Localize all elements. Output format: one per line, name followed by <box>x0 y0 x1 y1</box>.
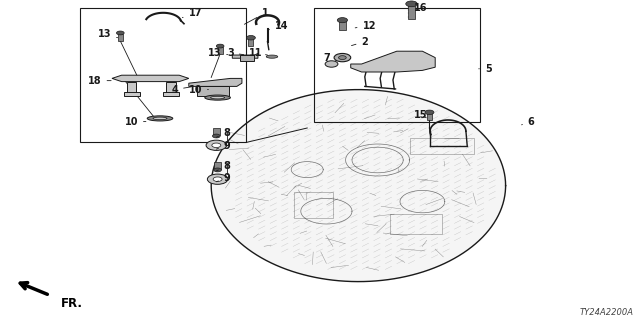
Bar <box>408 5 415 19</box>
Text: 13: 13 <box>207 48 228 58</box>
Text: 13: 13 <box>97 29 118 39</box>
Text: 11: 11 <box>249 48 268 58</box>
Bar <box>80 8 246 142</box>
Bar <box>427 113 432 120</box>
Bar <box>294 192 333 218</box>
Ellipse shape <box>147 116 173 121</box>
Bar <box>118 34 123 41</box>
Text: 9: 9 <box>216 140 230 151</box>
Text: 10: 10 <box>124 116 146 127</box>
Text: 8: 8 <box>216 128 230 138</box>
Text: 18: 18 <box>88 76 111 86</box>
Bar <box>213 128 220 135</box>
Polygon shape <box>232 53 258 58</box>
Text: 8: 8 <box>216 161 230 172</box>
Bar <box>314 8 480 122</box>
Bar <box>248 38 253 46</box>
Bar <box>240 55 254 61</box>
Text: 2: 2 <box>351 36 368 47</box>
Circle shape <box>246 36 255 40</box>
Text: 5: 5 <box>479 64 492 74</box>
Bar <box>390 214 442 234</box>
Bar <box>163 92 179 96</box>
Circle shape <box>116 31 124 35</box>
Circle shape <box>337 18 348 23</box>
Text: 15: 15 <box>414 110 428 120</box>
Text: 12: 12 <box>355 20 376 31</box>
Bar <box>127 82 136 93</box>
Polygon shape <box>211 90 506 282</box>
Ellipse shape <box>153 117 167 120</box>
Bar <box>410 138 474 154</box>
Polygon shape <box>351 51 435 72</box>
Bar <box>197 86 229 96</box>
Circle shape <box>213 177 222 181</box>
Circle shape <box>212 134 220 138</box>
Text: 16: 16 <box>414 3 428 13</box>
Text: 4: 4 <box>172 84 191 95</box>
Circle shape <box>406 1 417 7</box>
Circle shape <box>325 61 338 67</box>
Circle shape <box>207 174 228 184</box>
Bar <box>214 162 221 169</box>
Text: 10: 10 <box>188 84 209 95</box>
Bar <box>124 92 140 96</box>
Bar <box>166 82 176 93</box>
Ellipse shape <box>266 55 278 58</box>
Bar <box>218 47 223 54</box>
Text: 7: 7 <box>323 52 335 63</box>
Text: 3: 3 <box>227 48 244 58</box>
Text: TY24A2200A: TY24A2200A <box>580 308 634 317</box>
Circle shape <box>425 110 434 115</box>
Text: 1: 1 <box>244 8 269 24</box>
Text: 9: 9 <box>216 172 230 183</box>
Polygon shape <box>112 75 189 82</box>
Circle shape <box>339 56 346 60</box>
Circle shape <box>212 143 221 148</box>
Polygon shape <box>189 78 242 86</box>
Ellipse shape <box>211 96 225 99</box>
Text: 17: 17 <box>182 8 202 18</box>
Circle shape <box>334 53 351 62</box>
Circle shape <box>206 140 227 150</box>
Ellipse shape <box>205 95 230 100</box>
Text: 6: 6 <box>522 116 534 127</box>
Text: 14: 14 <box>269 20 289 31</box>
Circle shape <box>216 44 224 48</box>
Circle shape <box>214 168 221 172</box>
Text: FR.: FR. <box>61 297 83 310</box>
Bar <box>339 21 346 30</box>
